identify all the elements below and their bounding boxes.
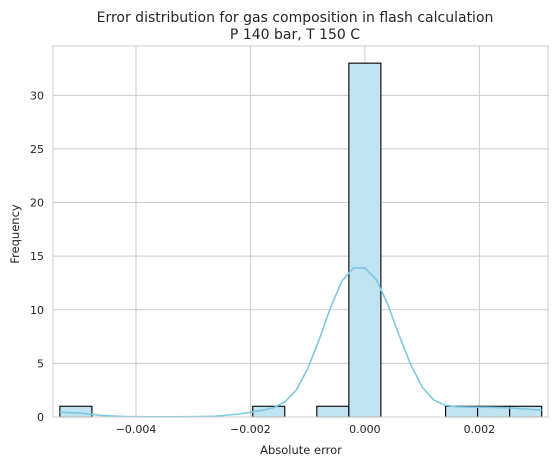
chart-title: Error distribution for gas composition i… (97, 10, 494, 26)
y-tick-label: 20 (30, 197, 44, 210)
grid-lines (53, 46, 548, 418)
y-axis-ticks: 0 5 10 15 20 25 30 (30, 89, 44, 424)
y-tick-label: 25 (30, 143, 44, 156)
y-tick-label: 15 (30, 250, 44, 263)
histogram-bar (348, 62, 382, 418)
y-tick-label: 10 (30, 304, 44, 317)
x-axis-ticks: −0.004 −0.002 0.000 0.002 (116, 423, 495, 436)
y-axis-label: Frequency (8, 204, 22, 264)
histogram-bars (59, 62, 543, 418)
y-tick-label: 30 (30, 89, 44, 102)
histogram-bar (445, 405, 479, 418)
x-axis-label: Absolute error (260, 443, 342, 457)
x-tick-label: 0.002 (464, 423, 496, 436)
y-tick-label: 0 (37, 411, 44, 424)
histogram-bar (316, 405, 350, 418)
x-tick-label: 0.000 (349, 423, 381, 436)
x-tick-label: −0.002 (230, 423, 271, 436)
chart-subtitle: P 140 bar, T 150 C (230, 27, 360, 43)
y-tick-label: 5 (37, 357, 44, 370)
x-tick-label: −0.004 (116, 423, 157, 436)
plot-frame (52, 45, 549, 418)
kde-curve (59, 267, 542, 418)
